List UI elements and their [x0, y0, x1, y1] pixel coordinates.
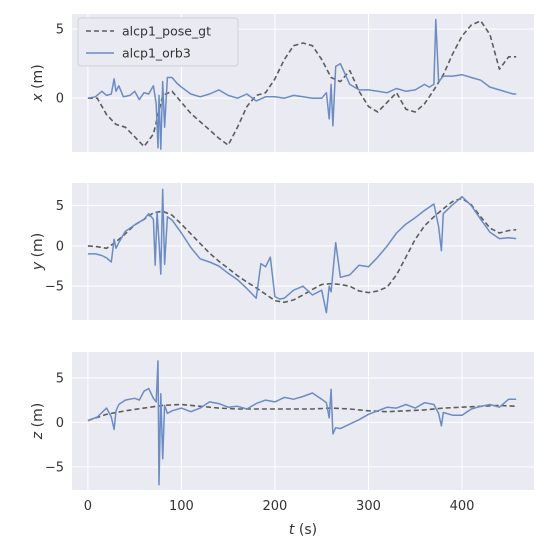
x-axis-label: t (s) — [289, 522, 317, 538]
y-axis-label: z (m) — [30, 403, 46, 440]
x-tick-label: 400 — [450, 499, 475, 514]
legend-box — [77, 17, 239, 67]
plot-area — [72, 183, 534, 320]
panel-z: −5 0 5 z (m) 0 100 200 300 400 t (s) — [30, 352, 534, 538]
x-tick-label: 300 — [356, 499, 381, 514]
panel-y: −5 0 5 y (m) — [30, 183, 534, 320]
series-line-gt — [87, 403, 517, 422]
y-tick-label: 5 — [56, 371, 64, 386]
y-tick-label: 0 — [56, 416, 64, 431]
series-line-orb3 — [87, 360, 517, 486]
y-axis-label: y (m) — [30, 233, 46, 271]
y-tick-label: 0 — [56, 92, 64, 107]
series-line-orb3 — [87, 188, 517, 314]
plot-area — [72, 352, 534, 490]
y-axis-label: x (m) — [30, 64, 46, 102]
series-line-orb3 — [87, 18, 517, 150]
y-tick-label: 5 — [56, 23, 64, 38]
series-line-gt — [87, 197, 517, 304]
x-tick-label: 100 — [169, 499, 194, 514]
panel-x: 0 5 x (m) alcp1_pose_gt alcp1_orb3 — [30, 14, 534, 152]
y-tick-label: −5 — [45, 280, 64, 295]
legend-label-orb3: alcp1_orb3 — [122, 46, 191, 61]
y-tick-label: −5 — [45, 460, 64, 475]
x-tick-label: 0 — [84, 499, 92, 514]
legend-label-gt: alcp1_pose_gt — [122, 24, 211, 39]
y-tick-label: 0 — [56, 239, 64, 254]
x-tick-label: 200 — [263, 499, 288, 514]
y-tick-label: 5 — [56, 199, 64, 214]
legend: alcp1_pose_gt alcp1_orb3 — [77, 17, 239, 67]
